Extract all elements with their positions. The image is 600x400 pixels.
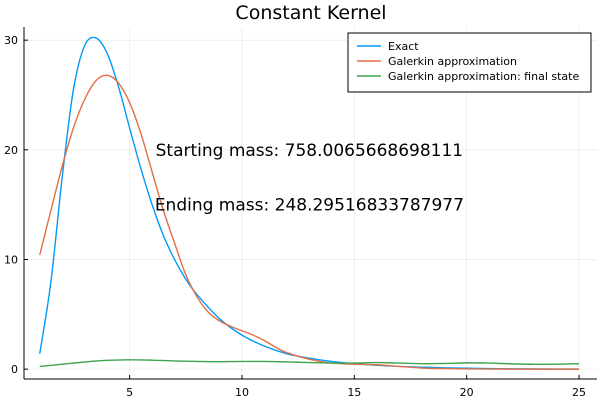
legend-label-3: Galerkin approximation: final state	[388, 70, 579, 83]
series-lines	[39, 36, 580, 370]
x-tick-label: 20	[460, 386, 474, 399]
x-tick-label: 15	[347, 386, 361, 399]
y-tick-label: 20	[4, 144, 18, 157]
y-tick-label: 30	[4, 34, 18, 47]
y-tick-label: 0	[11, 363, 18, 376]
series-line-3	[39, 359, 580, 368]
legend-label-2: Galerkin approximation	[388, 55, 517, 68]
x-tick-label: 5	[126, 386, 133, 399]
y-tick-label: 10	[4, 253, 18, 266]
x-tick-label: 10	[235, 386, 249, 399]
starting-mass-annotation: Starting mass: 758.0065668698111	[156, 141, 464, 161]
series-line-2	[39, 74, 580, 370]
legend: Exact Galerkin approximation Galerkin appr…	[347, 32, 592, 93]
tick-labels: 5 10 15 20 25 0 10 20 30	[4, 34, 586, 399]
axes	[23, 27, 597, 380]
x-tick-label: 25	[572, 386, 586, 399]
legend-label-1: Exact	[388, 40, 419, 53]
ending-mass-annotation: Ending mass: 248.29516833787977	[155, 196, 464, 216]
chart-title: Constant Kernel	[235, 2, 386, 24]
legend-box	[347, 32, 592, 93]
